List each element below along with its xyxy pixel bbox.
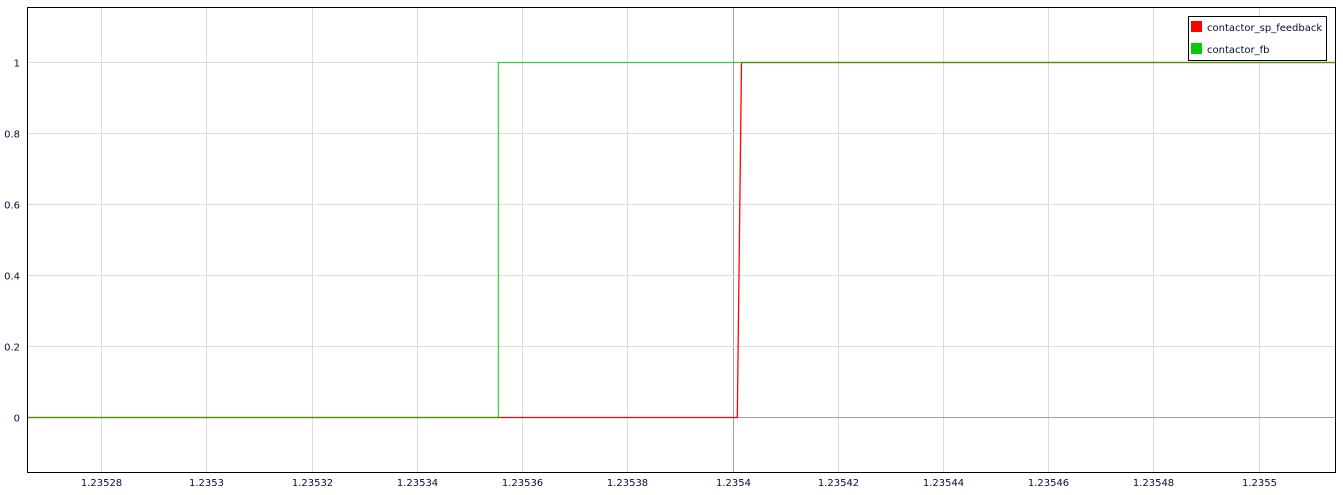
- legend-box: [1188, 16, 1327, 61]
- x-tick-label: 1.23546: [1028, 478, 1069, 489]
- x-tick-label: 1.23532: [292, 478, 333, 489]
- x-tick-label: 1.23538: [607, 478, 648, 489]
- y-tick-label: 0.2: [4, 343, 20, 354]
- y-axis-ticks: 0 0.2 0.4 0.6 0.8 1: [4, 59, 20, 425]
- x-tick-label: 1.23548: [1133, 478, 1174, 489]
- x-tick-label: 1.23528: [81, 478, 122, 489]
- x-tick-label: 1.2354: [716, 478, 751, 489]
- x-axis-ticks: 1.23528 1.2353 1.23532 1.23534 1.23536 1.2353…: [81, 478, 1277, 489]
- legend: contactor_sp_feedback contactor_fb: [1188, 16, 1327, 61]
- legend-label-contactor-fb: contactor_fb: [1207, 45, 1270, 56]
- y-tick-label: 1: [14, 59, 20, 70]
- x-tick-label: 1.23536: [502, 478, 543, 489]
- x-tick-label: 1.2353: [189, 478, 224, 489]
- legend-label-contactor-sp-feedback: contactor_sp_feedback: [1207, 23, 1322, 34]
- y-tick-label: 0.6: [4, 201, 20, 212]
- series-line-contactor-sp-feedback: [27, 61, 1336, 419]
- x-tick-label: 1.23542: [818, 478, 859, 489]
- x-tick-label: 1.2355: [1242, 478, 1277, 489]
- x-tick-label: 1.23534: [397, 478, 438, 489]
- series-group: [27, 61, 1336, 419]
- y-tick-label: 0: [14, 414, 20, 425]
- x-tick-label: 1.23544: [923, 478, 964, 489]
- legend-swatch-contactor-sp-feedback: [1191, 21, 1202, 32]
- y-tick-label: 0.8: [4, 130, 20, 141]
- plot-frame: [27, 7, 1336, 473]
- y-tick-label: 0.4: [4, 272, 20, 283]
- series-line-contactor-fb: [27, 61, 1336, 419]
- legend-swatch-contactor-fb: [1191, 43, 1202, 54]
- grid: [27, 7, 1336, 473]
